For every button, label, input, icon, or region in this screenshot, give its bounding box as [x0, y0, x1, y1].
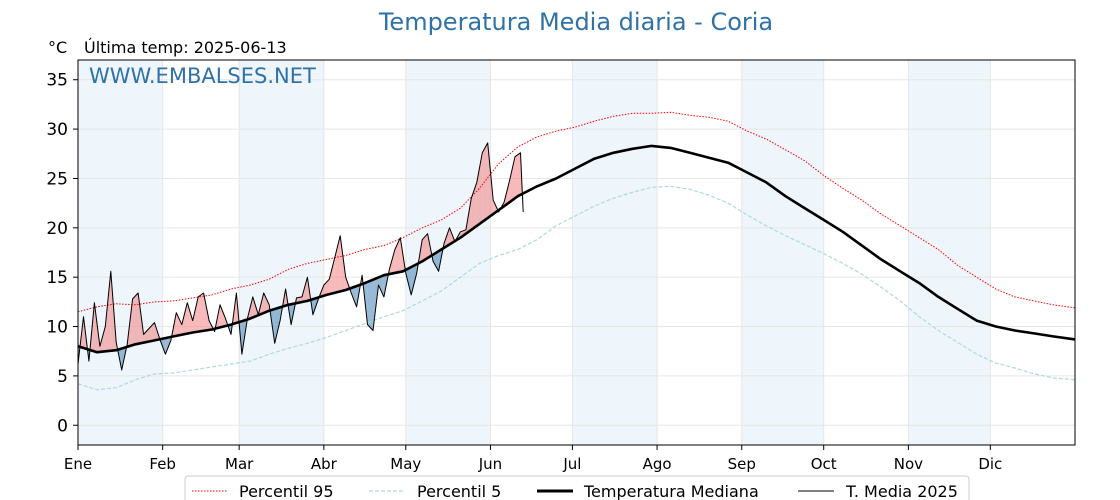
x-tick-label: Abr: [311, 455, 338, 473]
month-band: [741, 60, 824, 445]
legend-label-median: Temperatura Mediana: [583, 482, 759, 500]
series-line-median: [77, 144, 1076, 354]
anomaly-fill: [433, 251, 439, 272]
anomaly-fill: [192, 296, 199, 333]
x-tick-label: Feb: [149, 455, 176, 473]
plot-frame: [77, 59, 1076, 446]
y-tick-label: 5: [57, 367, 68, 387]
x-tick-label: Nov: [894, 455, 923, 473]
y-tick-label: 15: [46, 268, 68, 288]
anomaly-fill: [132, 292, 139, 346]
anomaly-fill: [378, 275, 384, 297]
legend: Percentil 95 Percentil 5 Temperatura Med…: [184, 475, 970, 500]
x-tick-label: Mar: [225, 455, 254, 473]
anomaly-fill: [323, 279, 330, 296]
y-axis: 0 5 10 15 20 25 30 35: [46, 71, 78, 436]
anomaly-fill: [482, 142, 488, 222]
anomaly-fill: [105, 271, 111, 352]
month-band: [572, 60, 658, 445]
x-tick-label: Jun: [478, 455, 502, 473]
anomaly-fill: [274, 307, 281, 344]
y-tick-label: 20: [46, 219, 68, 239]
last-temp-label: Última temp: 2025-06-13: [84, 38, 287, 57]
anomaly-fill: [411, 264, 417, 295]
anomaly-fill: [351, 286, 357, 307]
x-tick-label: May: [390, 455, 421, 473]
chart-title: Temperatura Media diaria - Coria: [378, 8, 774, 36]
anomaly-fill: [394, 237, 401, 273]
month-band: [405, 60, 491, 445]
month-bands: [78, 60, 991, 445]
anomaly-fill: [509, 156, 516, 203]
x-tick-label: Ene: [64, 455, 92, 473]
series-line-p95: [77, 111, 1076, 313]
x-axis: Ene Feb Mar Abr May Jun Jul Ago Sep Oct Nov Dic: [64, 445, 1002, 473]
series-line-p5: [77, 185, 1076, 391]
legend-label-current: T. Media 2025: [845, 482, 958, 500]
x-tick-label: Ago: [643, 455, 672, 473]
legend-label-p5: Percentil 5: [417, 482, 501, 500]
anomaly-fill: [176, 312, 182, 336]
y-tick-label: 0: [57, 416, 68, 436]
x-tick-label: Jul: [562, 455, 581, 473]
y-tick-label: 10: [46, 318, 68, 338]
legend-label-p95: Percentil 95: [239, 482, 334, 500]
x-tick-label: Oct: [811, 455, 837, 473]
anomaly-fill: [422, 233, 428, 262]
anomaly-fill: [476, 152, 483, 226]
legend-frame: [184, 475, 970, 500]
series-lines: [77, 111, 1076, 391]
month-band: [78, 60, 163, 445]
y-tick-label: 35: [46, 71, 68, 91]
anomaly-fill: [329, 257, 335, 295]
watermark: WWW.EMBALSES.NET: [89, 64, 316, 88]
y-unit-label: °C: [48, 38, 68, 57]
anomaly-fill: [220, 304, 226, 328]
grid-lines: [77, 60, 1075, 445]
anomaly-fill: [181, 302, 188, 335]
anomaly-fill: [367, 279, 374, 331]
x-tick-label: Sep: [728, 455, 756, 473]
y-tick-label: 25: [46, 169, 68, 189]
x-tick-label: Dic: [978, 455, 1002, 473]
y-tick-label: 30: [46, 120, 68, 140]
month-band: [908, 60, 991, 445]
anomaly-fill: [263, 292, 270, 313]
anomaly-fill: [334, 235, 341, 293]
anomaly-fill: [198, 292, 204, 332]
anomaly-fill: [515, 152, 521, 199]
anomaly-fill: [143, 328, 150, 343]
anomaly-fill: [187, 302, 193, 334]
series-line-current: [77, 142, 524, 371]
month-band: [239, 60, 324, 445]
